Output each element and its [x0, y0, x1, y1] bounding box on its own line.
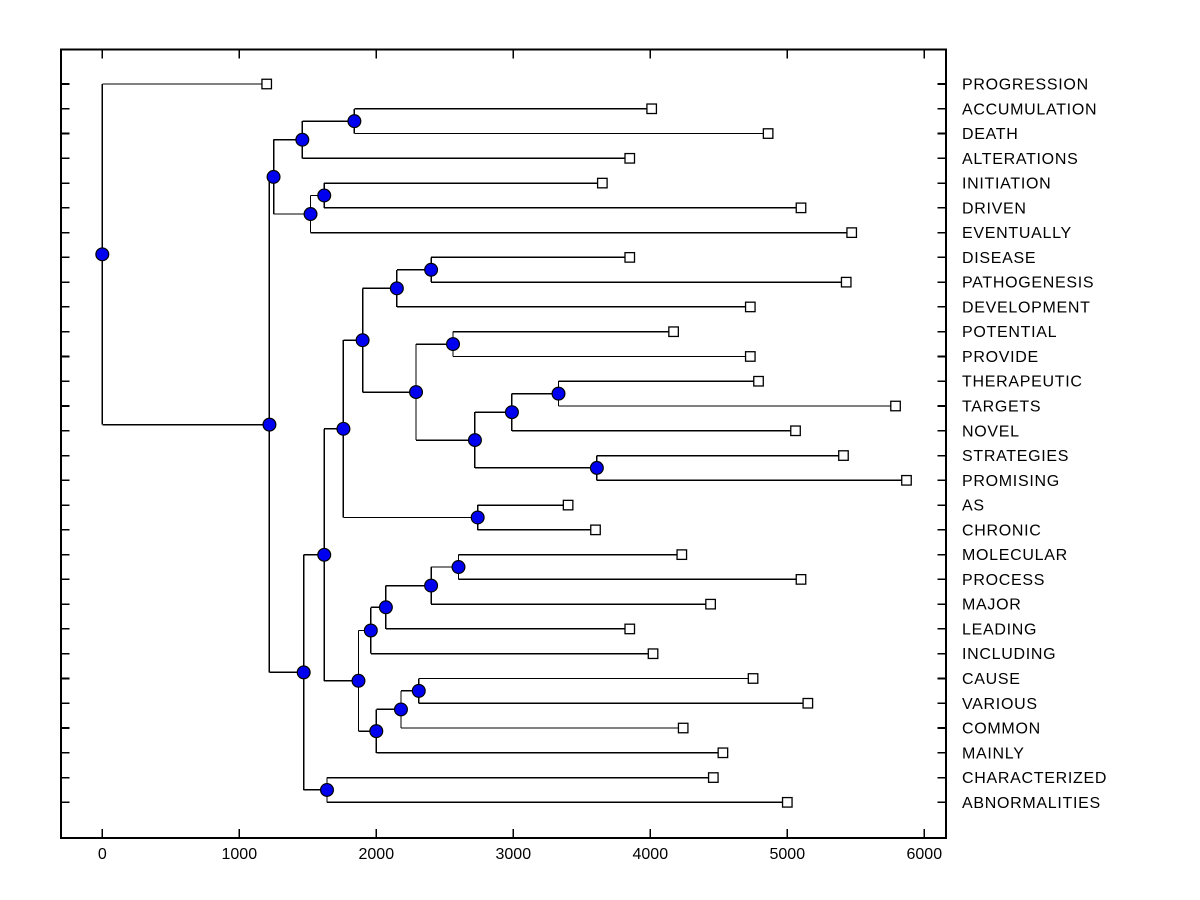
leaf-label: PROMISING — [962, 473, 1060, 490]
leaf-label: DRIVEN — [962, 200, 1027, 217]
branch-node-marker[interactable] — [393, 702, 408, 717]
leaf-label: PROVIDE — [962, 349, 1039, 366]
leaf-marker[interactable] — [647, 648, 659, 660]
leaf-marker[interactable] — [624, 251, 636, 263]
leaf-marker[interactable] — [677, 722, 689, 734]
leaf-label: NOVEL — [962, 423, 1020, 440]
x-tick-label: 1000 — [222, 846, 258, 863]
leaf-label: ACCUMULATION — [962, 101, 1097, 118]
x-tick-label: 4000 — [633, 846, 669, 863]
leaf-marker[interactable] — [802, 697, 814, 709]
leaf-label: ABNORMALITIES — [962, 795, 1101, 812]
branch-node-marker[interactable] — [317, 188, 332, 203]
leaf-label: CHRONIC — [962, 522, 1042, 539]
leaf-label: LEADING — [962, 621, 1037, 638]
leaf-label: DEATH — [962, 126, 1019, 143]
leaf-label: STRATEGIES — [962, 448, 1069, 465]
branch-node-marker[interactable] — [467, 433, 482, 448]
branch-node-marker[interactable] — [451, 560, 466, 575]
leaf-marker[interactable] — [562, 499, 574, 511]
leaf-marker[interactable] — [261, 78, 273, 90]
leaf-marker[interactable] — [795, 202, 807, 214]
branch-node-marker[interactable] — [470, 510, 485, 525]
leaf-marker[interactable] — [646, 103, 658, 115]
branch-node-marker[interactable] — [378, 600, 393, 615]
leaf-marker[interactable] — [705, 598, 716, 610]
leaf-label: PATHOGENESIS — [962, 275, 1094, 292]
leaf-label: PROGRESSION — [962, 77, 1089, 94]
axes-box — [60, 48, 947, 839]
branch-node-marker[interactable] — [336, 421, 351, 436]
x-tick-label: 3000 — [496, 846, 532, 863]
leaf-marker[interactable] — [781, 796, 793, 808]
branch-node-marker[interactable] — [351, 673, 366, 688]
leaf-label: INCLUDING — [962, 646, 1056, 663]
leaf-label: EVENTUALLY — [962, 225, 1072, 242]
branch-node-marker[interactable] — [409, 385, 424, 400]
branch-node-marker[interactable] — [424, 262, 439, 277]
leaf-label: AS — [962, 498, 985, 515]
branch-node-marker[interactable] — [303, 207, 318, 222]
leaf-marker[interactable] — [840, 276, 852, 288]
leaf-marker[interactable] — [717, 747, 729, 759]
branch-node-marker[interactable] — [266, 169, 281, 184]
x-tick-label: 0 — [98, 846, 107, 863]
leaf-marker[interactable] — [795, 574, 807, 585]
branch-node-marker[interactable] — [296, 665, 311, 680]
leaf-label: VARIOUS — [962, 696, 1038, 713]
leaf-label: COMMON — [962, 721, 1041, 738]
branch-node-marker[interactable] — [369, 724, 384, 739]
branch-node-marker[interactable] — [389, 281, 404, 296]
x-tick-label: 2000 — [359, 846, 395, 863]
branch-node-marker[interactable] — [504, 405, 519, 420]
leaf-marker[interactable] — [753, 375, 764, 387]
leaf-label: MAINLY — [962, 745, 1025, 762]
leaf-label: TARGETS — [962, 399, 1041, 416]
leaf-marker[interactable] — [624, 623, 636, 635]
branch-node-marker[interactable] — [317, 547, 332, 562]
leaf-marker[interactable] — [668, 326, 679, 338]
x-tick-label: 6000 — [907, 846, 943, 863]
leaf-marker[interactable] — [676, 549, 688, 561]
leaf-label: POTENTIAL — [962, 324, 1057, 341]
leaf-marker[interactable] — [846, 227, 858, 239]
branch-node-marker[interactable] — [551, 386, 566, 401]
branch-node-marker[interactable] — [363, 623, 378, 638]
branch-node-marker[interactable] — [446, 337, 461, 352]
branch-node-marker[interactable] — [424, 578, 439, 593]
leaf-label: THERAPEUTIC — [962, 374, 1083, 391]
branch-node-marker[interactable] — [319, 782, 334, 797]
branch-node-marker[interactable] — [589, 460, 604, 475]
leaf-marker[interactable] — [707, 772, 719, 783]
leaf-label: CHARACTERIZED — [962, 770, 1107, 787]
leaf-marker[interactable] — [890, 400, 901, 412]
leaf-label: ALTERATIONS — [962, 151, 1078, 168]
leaf-label: MAJOR — [962, 597, 1022, 614]
branch-node-marker[interactable] — [295, 132, 310, 147]
branch-node-marker[interactable] — [347, 114, 362, 129]
x-tick-label: 5000 — [770, 846, 806, 863]
leaf-label: INITIATION — [962, 176, 1051, 193]
leaf-marker[interactable] — [838, 450, 849, 461]
leaf-label: MOLECULAR — [962, 547, 1068, 564]
branch-node-marker[interactable] — [355, 333, 370, 348]
leaf-label: DEVELOPMENT — [962, 299, 1091, 316]
leaf-marker[interactable] — [596, 177, 608, 189]
leaf-marker[interactable] — [744, 351, 756, 362]
leaf-marker[interactable] — [790, 425, 801, 437]
branch-node-marker[interactable] — [262, 417, 277, 432]
leaf-marker[interactable] — [590, 524, 601, 536]
leaf-label: PROCESS — [962, 572, 1045, 589]
leaf-label: CAUSE — [962, 671, 1021, 688]
branch-node-marker[interactable] — [411, 683, 426, 698]
leaf-marker[interactable] — [624, 152, 636, 164]
leaf-marker[interactable] — [747, 673, 759, 684]
leaf-marker[interactable] — [744, 301, 756, 313]
leaf-marker[interactable] — [901, 474, 912, 486]
leaf-marker[interactable] — [762, 128, 774, 139]
leaf-label: DISEASE — [962, 250, 1036, 267]
branch-node-marker[interactable] — [95, 247, 110, 262]
